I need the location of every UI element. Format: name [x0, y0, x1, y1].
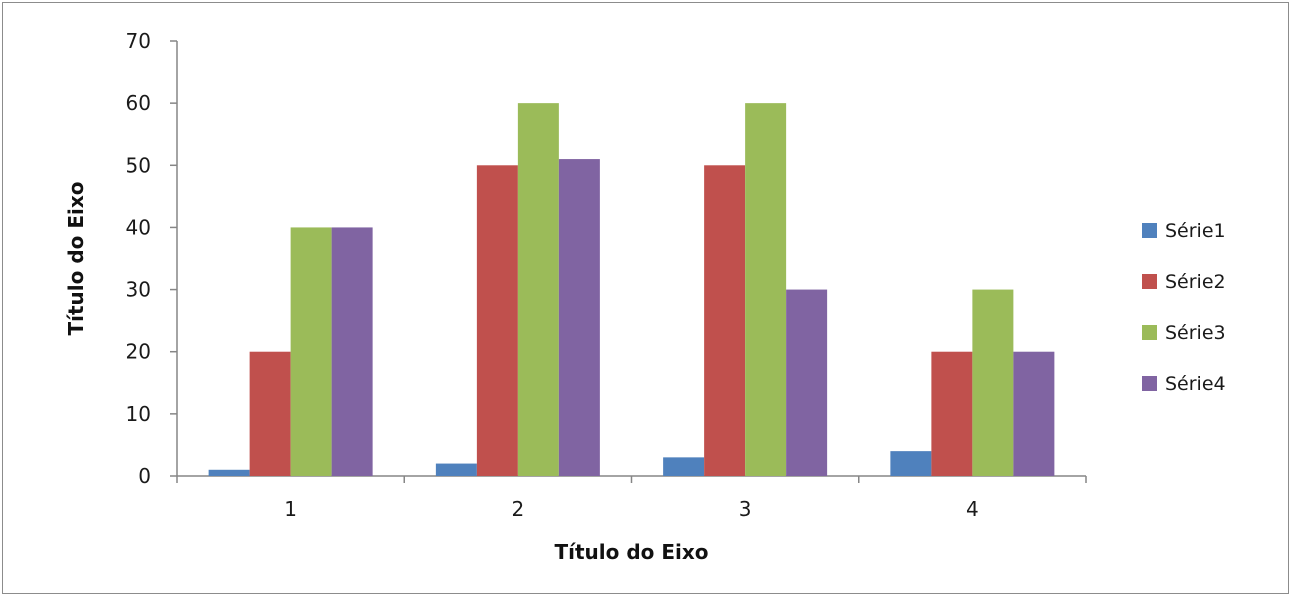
y-tick-label: 50	[126, 153, 151, 177]
y-axis-title: Título do Eixo	[64, 181, 88, 335]
y-tick-label: 40	[126, 215, 151, 239]
y-tick-label: 20	[126, 340, 151, 364]
bar-Série3-3	[745, 103, 787, 477]
bar-Série4-4	[1013, 351, 1055, 476]
legend-label: Série4	[1165, 373, 1226, 395]
legend-label: Série1	[1165, 220, 1226, 242]
bar-chart: 0 10 20 30 40 50 60 70 1 2 3 4 Título do Eixo Títu…	[64, 29, 1226, 564]
y-tick-label: 0	[138, 464, 151, 488]
y-tick-label: 60	[126, 91, 151, 115]
bar-Série4-1	[331, 227, 373, 476]
legend-label: Série3	[1165, 322, 1226, 344]
bar-Série4-2	[558, 159, 600, 477]
bar-Série1-3	[663, 457, 705, 476]
bar-Série1-1	[208, 469, 250, 476]
legend-swatch	[1142, 325, 1157, 340]
bars	[208, 103, 1055, 477]
x-axis: 1 2 3 4	[176, 475, 1087, 521]
bar-Série2-4	[931, 351, 973, 476]
bar-Série3-4	[972, 289, 1014, 476]
y-tick-label: 10	[126, 402, 151, 426]
y-tick-label: 70	[126, 29, 151, 53]
legend: Série1 Série2 Série3 Série4	[1142, 220, 1226, 395]
bar-Série4-3	[786, 289, 828, 476]
bar-Série2-2	[476, 165, 518, 477]
bar-Série3-1	[290, 227, 332, 476]
legend-swatch	[1142, 376, 1157, 391]
bar-Série3-2	[517, 103, 559, 477]
bar-Série1-2	[435, 463, 477, 476]
x-tick-label: 2	[512, 497, 525, 521]
x-tick-label: 3	[739, 497, 752, 521]
bar-Série2-1	[249, 351, 291, 476]
y-tick-label: 30	[126, 278, 151, 302]
bar-Série2-3	[704, 165, 746, 477]
y-axis: 0 10 20 30 40 50 60 70	[126, 29, 178, 488]
legend-swatch	[1142, 274, 1157, 289]
x-tick-label: 4	[966, 497, 979, 521]
legend-label: Série2	[1165, 271, 1226, 293]
x-tick-label: 1	[284, 497, 297, 521]
x-axis-title: Título do Eixo	[554, 540, 708, 564]
bar-Série1-4	[890, 451, 932, 476]
legend-swatch	[1142, 223, 1157, 238]
